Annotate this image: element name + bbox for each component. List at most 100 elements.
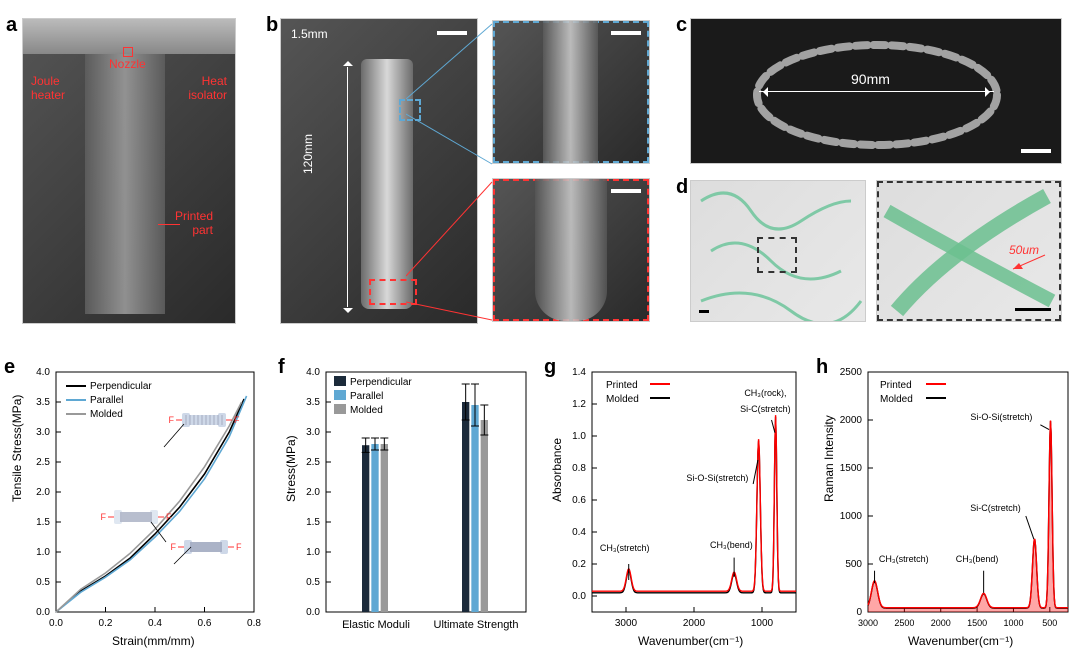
svg-text:2000: 2000 [683, 618, 706, 629]
chart-h-svg: 3000250020001500100050005001000150020002… [816, 356, 1076, 648]
svg-text:CH₃(stretch): CH₃(stretch) [879, 554, 929, 564]
svg-text:3000: 3000 [858, 618, 878, 628]
svg-text:F: F [101, 512, 107, 522]
svg-text:0.0: 0.0 [306, 607, 320, 618]
svg-text:Si-C(stretch): Si-C(stretch) [970, 503, 1021, 513]
svg-text:0.6: 0.6 [198, 618, 212, 629]
panel-d-label: d [676, 176, 688, 199]
svg-text:0.5: 0.5 [306, 577, 320, 588]
svg-text:0.0: 0.0 [49, 618, 63, 629]
panel-d: d 50um [676, 176, 1062, 324]
panel-b-label: b [266, 14, 278, 37]
svg-text:CH₃(bend): CH₃(bend) [710, 540, 753, 550]
svg-text:Printed: Printed [880, 380, 912, 391]
svg-text:1000: 1000 [751, 618, 774, 629]
svg-text:0.2: 0.2 [99, 618, 113, 629]
panel-b-photo: 1.5mm 120mm [280, 18, 478, 324]
svg-text:Perpendicular: Perpendicular [90, 381, 152, 392]
svg-text:Ultimate Strength: Ultimate Strength [434, 619, 519, 631]
panel-e-label: e [4, 356, 15, 379]
svg-text:3.5: 3.5 [36, 397, 50, 408]
svg-text:0.0: 0.0 [572, 591, 586, 602]
svg-text:1500: 1500 [840, 463, 863, 474]
svg-text:1.0: 1.0 [572, 431, 586, 442]
panel-f-label: f [278, 356, 285, 379]
svg-text:2000: 2000 [931, 618, 951, 628]
svg-text:F: F [171, 542, 177, 552]
dim-thickness: 1.5mm [291, 27, 328, 41]
svg-text:1000: 1000 [1003, 618, 1023, 628]
panel-d-photo-left [690, 180, 866, 322]
annot-joule-heater: Joule heater [31, 74, 65, 102]
svg-text:0.5: 0.5 [36, 577, 50, 588]
svg-text:4.0: 4.0 [36, 367, 50, 378]
svg-text:0.4: 0.4 [148, 618, 162, 629]
panel-h-label: h [816, 356, 828, 379]
svg-text:0: 0 [856, 607, 862, 618]
panel-c: c 90mm [676, 14, 1062, 164]
svg-text:1.0: 1.0 [36, 547, 50, 558]
svg-text:2.0: 2.0 [36, 487, 50, 498]
panel-f: f 0.00.51.01.52.02.53.03.54.0Elastic Mod… [278, 356, 534, 648]
f-ylabel: Stress(MPa) [284, 435, 298, 502]
svg-text:2.5: 2.5 [306, 457, 320, 468]
panel-h: h 30002500200015001000500050010001500200… [816, 356, 1076, 648]
g-xlabel: Wavenumber(cm⁻¹) [638, 634, 743, 648]
svg-text:3.0: 3.0 [36, 427, 50, 438]
svg-text:2.5: 2.5 [36, 457, 50, 468]
svg-text:1500: 1500 [967, 618, 987, 628]
svg-text:0.6: 0.6 [572, 495, 586, 506]
svg-text:3.5: 3.5 [306, 397, 320, 408]
svg-text:2500: 2500 [840, 367, 863, 378]
svg-text:0.0: 0.0 [36, 607, 50, 618]
panel-a: a Joule heater Nozzle Heat isolator Prin… [6, 14, 236, 324]
panel-b: b 1.5mm 120mm [266, 14, 656, 324]
svg-text:Molded: Molded [606, 394, 639, 405]
svg-text:2.0: 2.0 [306, 487, 320, 498]
svg-text:Elastic Moduli: Elastic Moduli [342, 619, 410, 631]
svg-text:500: 500 [1042, 618, 1057, 628]
svg-text:Si-O-Si(stretch): Si-O-Si(stretch) [686, 473, 748, 483]
scale-bar-c [1021, 149, 1051, 153]
svg-text:F: F [166, 512, 172, 522]
panel-b-inset-top [492, 20, 650, 164]
dim-height: 120mm [301, 134, 315, 174]
svg-text:1.5: 1.5 [306, 517, 320, 528]
dim-90mm: 90mm [851, 71, 890, 87]
svg-text:Printed: Printed [606, 380, 638, 391]
annot-heat-isolator: Heat isolator [188, 74, 227, 102]
e-xlabel: Strain(mm/mm) [112, 634, 195, 648]
svg-text:1.0: 1.0 [306, 547, 320, 558]
h-ylabel: Raman Intensity [822, 415, 836, 502]
svg-text:Si-O-Si(stretch): Si-O-Si(stretch) [970, 412, 1032, 422]
svg-text:Parallel: Parallel [90, 395, 123, 406]
svg-text:Si-C(stretch): Si-C(stretch) [740, 404, 791, 414]
svg-text:0.2: 0.2 [572, 559, 586, 570]
svg-text:CH₃(rock),: CH₃(rock), [744, 388, 786, 398]
panel-b-inset-bottom [492, 178, 650, 322]
panel-a-label: a [6, 14, 17, 37]
chart-f-svg: 0.00.51.01.52.02.53.03.54.0Elastic Modul… [278, 356, 534, 648]
svg-text:3000: 3000 [615, 618, 638, 629]
annot-printed-part: Printed part [175, 209, 213, 237]
svg-text:3.0: 3.0 [306, 427, 320, 438]
panel-g-label: g [544, 356, 556, 379]
svg-text:Molded: Molded [880, 394, 913, 405]
svg-text:Perpendicular: Perpendicular [350, 377, 412, 388]
panel-c-photo: 90mm [690, 18, 1062, 164]
svg-text:0.4: 0.4 [572, 527, 586, 538]
svg-text:1.5: 1.5 [36, 517, 50, 528]
panel-d-photo-right: 50um [876, 180, 1062, 322]
svg-text:Parallel: Parallel [350, 391, 383, 402]
h-xlabel: Wavenumber(cm⁻¹) [908, 634, 1013, 648]
svg-text:F: F [236, 542, 242, 552]
panel-e: e 0.00.20.40.60.80.00.51.01.52.02.53.03.… [4, 356, 266, 648]
svg-text:2500: 2500 [894, 618, 914, 628]
e-ylabel: Tensile Stress(MPa) [10, 395, 24, 502]
scale-bar-b [437, 31, 467, 35]
chart-e-svg: 0.00.20.40.60.80.00.51.01.52.02.53.03.54… [4, 356, 266, 648]
svg-text:F: F [169, 415, 175, 425]
chart-g-svg: 3000200010000.00.20.40.60.81.01.21.4Prin… [544, 356, 806, 648]
panel-g: g 3000200010000.00.20.40.60.81.01.21.4Pr… [544, 356, 806, 648]
svg-text:1000: 1000 [840, 511, 863, 522]
